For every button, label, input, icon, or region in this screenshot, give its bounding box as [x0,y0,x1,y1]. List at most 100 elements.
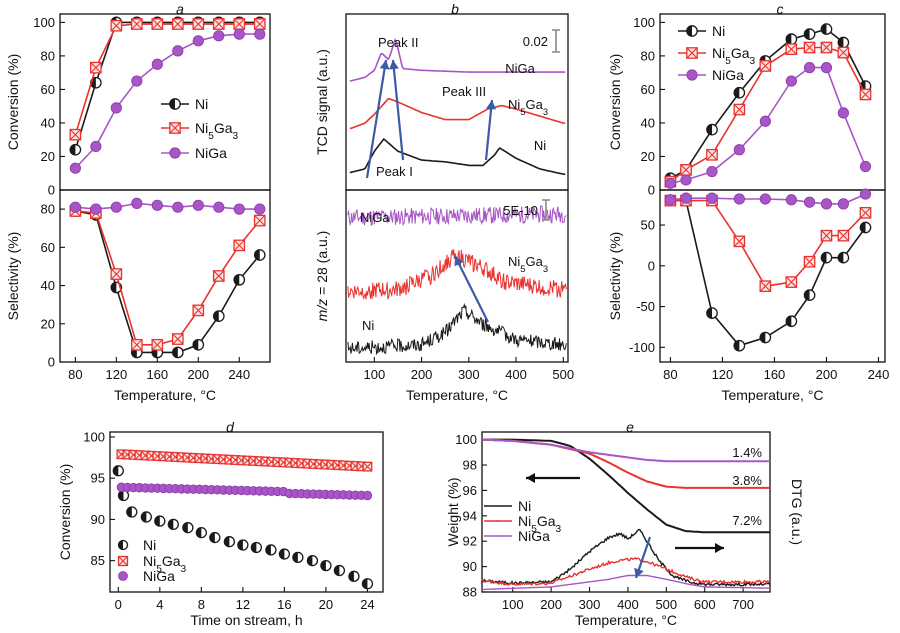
panel-c-top-line-ni5ga3 [669,46,867,183]
panel-b-bottom-arrow [454,255,489,323]
panel-c-top-ylabel: Conversion (%) [607,54,623,150]
panel-a-bottom-point-ni5ga3 [233,239,246,252]
panel-d-point-ni [278,548,291,560]
panel-c-top-ytick-label: 40 [641,115,655,130]
panel-a-bottom-point-niga [151,199,163,211]
panel-a-bottom-line-ni5ga3 [75,210,261,346]
panel-e-arrow-weight [526,473,580,483]
panel-a-top-line-ni [74,21,260,151]
panel-e-arrow-dtg [675,543,724,553]
panel-b-top-niga-label: NiGa [505,61,535,76]
panel-b-xtick-label: 400 [505,367,527,382]
panel-a-xtick-label: 160 [146,367,168,382]
panel-c-bottom-point-ni5ga3 [820,229,833,242]
panel-b-bottom-ni5ga3-label: Ni5Ga3 [508,254,548,274]
panel-a-top-ytick-label: 100 [33,15,55,30]
panel-c-top-point-ni5ga3 [859,88,872,101]
panel-b-xtick-label: 500 [552,367,574,382]
panel-e-weight-line-ni [482,438,770,534]
panel-a-bottom-ytick-label: 20 [41,316,55,331]
panel-a-bottom-point-ni5ga3 [192,304,205,317]
panel-a-bottom-point-ni5ga3 [110,268,123,280]
panel-b-top-line-niga [349,37,566,82]
panel-e-annotation-ni: 7.2% [732,513,762,528]
panel-c-top-point-niga [759,115,771,127]
panel-c-bottom-point-niga [820,198,833,210]
panel-e-ytick-label: 96 [463,483,477,498]
panel-d-point-ni [333,564,346,577]
panel-e-label: e [626,419,634,435]
panel-b-xtick-label: 300 [458,367,480,382]
panel-a-bottom-point-niga [254,203,266,215]
panel-e-xtick-label: 400 [617,597,639,612]
panel-e-arrow-shift [634,536,652,579]
panel-a-bottom-point-ni [212,310,225,322]
panel-a-bottom-point-niga [192,199,204,211]
panel-c-bottom-axes [659,189,886,363]
panel-d-point-ni5ga3 [362,461,373,472]
panel-c-bottom-point-ni [785,315,798,328]
panel-d-axes [109,431,384,593]
panel-a-top-ytick-label: 40 [41,115,55,130]
panel-b-arrow-peak-ii [365,59,390,179]
panel-a-legend-marker [169,147,181,159]
panel-e-legend-label: Ni [518,498,531,514]
panel-c-top-point-niga [733,144,745,156]
panel-a-top-line-niga [74,33,260,169]
panel-e: e 88 90 92 94 96 98 100 100 200 300 400 500 600 700 Wei… [445,419,805,628]
panel-a-top-point-niga [69,162,81,174]
panel-a-top-point-ni5ga3 [233,18,246,30]
panel-a-bottom-point-niga [213,201,225,213]
panel-d-ytick-label: 90 [91,512,105,527]
panel-a-top-point-ni [69,143,82,156]
panel-b-xtick-label: 200 [411,367,433,382]
panel-c-bottom-point-ni [859,221,872,234]
panel-c-bottom-ytick-label: -50 [636,299,655,314]
panel-d-ylabel: Conversion (%) [57,464,73,560]
panel-e-xtick-label: 100 [502,597,524,612]
panel-c-bottom-point-niga [859,188,872,200]
panel-e-weight-line-niga [481,438,770,463]
panel-c-xtick-label: 120 [712,367,734,382]
panel-c-bottom-point-ni5ga3 [803,255,816,268]
panel-b-annotation-peak-i: Peak I [376,164,413,179]
panel-c-xlabel: Temperature, °C [721,387,823,403]
panel-e-ytick-label: 98 [463,458,477,473]
panel-d-point-ni [361,578,374,590]
panel-e-ytick-label: 90 [463,559,477,574]
panel-b-top-scale-label: 0.02 [523,34,548,49]
panel-a-top-point-ni5ga3 [192,18,205,30]
panel-c-top-ytick-label: 60 [641,82,655,97]
panel-d-point-ni [140,511,152,523]
panel-d-point-ni [117,489,130,502]
panel-a-top-ytick-label: 80 [41,48,55,63]
panel-c-top-point-ni [733,86,746,99]
panel-d-point-ni [348,570,360,582]
panel-d-xtick-label: 0 [115,597,122,612]
panel-c-bottom-point-ni [803,289,816,302]
panel-d-xtick-label: 4 [156,597,163,612]
panel-c-bottom-point-ni5ga3 [733,235,746,248]
panel-d-ytick-label: 85 [91,553,105,568]
panel-a-legend-label: Ni5Ga3 [195,120,239,142]
panel-b-bottom-niga-label: NiGa [360,210,390,225]
panel-a-bottom-point-ni5ga3 [151,338,164,351]
panel-c-bottom-point-ni [706,307,718,319]
panel-c-bottom-line-niga [670,193,866,205]
panel-e-dtg-line-ni [481,528,771,587]
panel-c-top-point-niga [664,177,677,189]
panel-b-bottom-scale-label: 5E-10 [503,203,538,218]
panel-c-top-point-ni5ga3 [803,41,816,54]
panel-b-bottom-scale-bar [542,199,550,221]
panel-c-bottom-point-ni5ga3 [759,280,772,293]
panel-c-top-line-niga [670,66,867,185]
panel-d-point-ni [209,531,221,544]
panel-c-bottom-point-ni [733,339,746,352]
panel-a-bottom-point-ni [253,249,266,261]
panel-a-xtick-label: 120 [105,367,127,382]
panel-a-bottom-point-ni5ga3 [130,338,143,351]
panel-b-label: b [451,1,459,17]
panel-a-bottom-line-niga [75,202,260,210]
